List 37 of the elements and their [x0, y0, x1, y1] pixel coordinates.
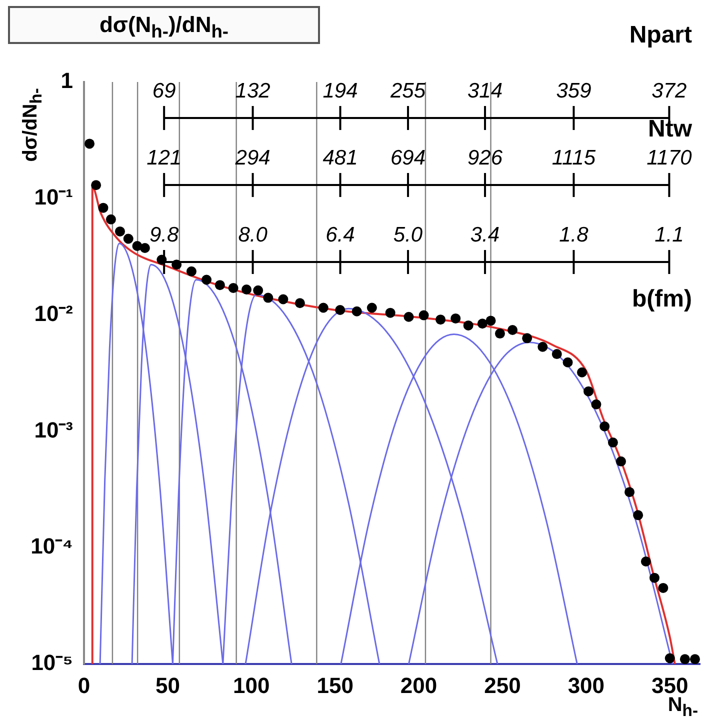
annotation: 294	[234, 146, 270, 170]
annotation: 132	[235, 79, 271, 102]
y-tick-label: 10⁻⁵	[31, 650, 73, 676]
text: Npart	[629, 22, 692, 49]
annotation: 6.4	[326, 223, 355, 246]
annotation: 694	[390, 146, 426, 170]
annotation: 3.4	[470, 223, 500, 246]
annotation: b(fm)	[632, 286, 692, 313]
annotation: 194	[322, 79, 358, 102]
x-tick-label: 150	[316, 673, 354, 698]
x-tick-label: 300	[568, 673, 605, 698]
x-tick-label: 250	[484, 673, 521, 698]
annotation: 255	[389, 79, 426, 102]
y-tick-label: 10⁻³	[34, 417, 73, 442]
annotation: 314	[467, 79, 503, 102]
x-tick-label: 0	[78, 673, 90, 698]
y-tick-label: 10⁻⁴	[30, 534, 73, 559]
y-tick-label: 10⁻²	[34, 300, 73, 326]
annotation: 8.0	[238, 223, 268, 246]
annotation: 1.8	[559, 223, 589, 246]
x-tick-label: 50	[155, 673, 180, 698]
chart-title: dσ(N$_{h-}$)/dN$_{h-}$	[8, 6, 320, 44]
annotation: 359	[556, 79, 592, 102]
annotation: 69	[152, 79, 176, 102]
annotation: 1115	[552, 146, 596, 170]
x-tick-label: 100	[233, 673, 270, 698]
annotation: 926	[467, 146, 503, 170]
annotation: 121	[146, 146, 182, 170]
annotation: 9.8	[149, 223, 179, 246]
y-tick-label: 1	[60, 68, 73, 94]
annotation: 5.0	[393, 223, 423, 246]
annotation: 372	[652, 79, 688, 102]
annotation: 1170	[646, 146, 692, 170]
annotation: 1.1	[654, 223, 684, 246]
annotation: 481	[322, 146, 358, 170]
x-tick-label: 200	[400, 673, 438, 698]
y-tick-label: 10⁻¹	[34, 184, 73, 210]
